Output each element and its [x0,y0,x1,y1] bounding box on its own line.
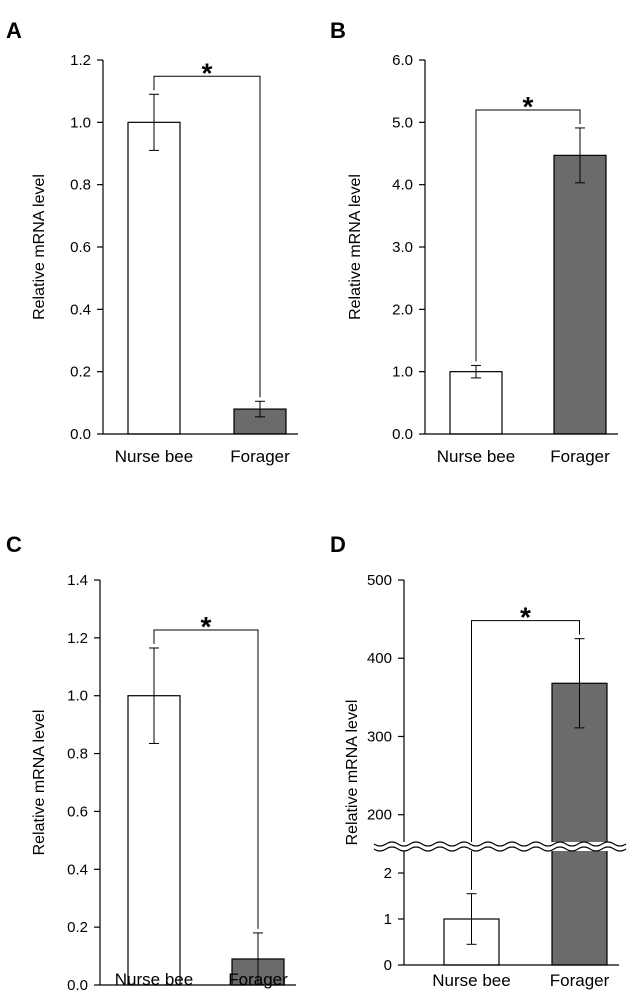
significance-bracket [471,620,580,890]
category-label: Forager [550,971,610,990]
y-tick-label: 200 [367,807,392,824]
significance-bracket [475,109,581,362]
category-label: Forager [550,447,610,466]
bar [551,682,608,966]
y-tick-label: 300 [367,728,392,745]
y-tick-label: 3.0 [392,239,413,256]
category-label: Nurse bee [432,971,510,990]
y-tick-label: 1.2 [67,630,88,647]
y-tick-label: 0 [384,957,392,974]
bar [127,121,181,435]
y-tick-label: 5.0 [392,114,413,131]
y-tick-label: 1.0 [392,364,413,381]
y-tick-label: 1.2 [70,52,91,69]
chart-panel-a: A 0.0 0.2 0.4 0.6 0.8 1.0 1.2 Relative mRNA leve… [6,18,298,466]
axis-break-gap [374,842,633,851]
y-tick-label: 1 [384,911,392,928]
y-tick-label: 1.4 [67,572,88,589]
significance-bracket [153,629,259,929]
chart-panel-c: C 0.0 0.2 0.4 0.6 0.8 1.0 1.2 1.4 Relative mRNA l… [6,532,296,990]
panel-label: A [6,18,22,43]
panel-label: B [330,18,346,43]
y-tick-label: 0.0 [67,977,88,990]
y-tick-label: 2 [384,865,392,882]
category-label: Nurse bee [115,447,193,466]
y-tick-label: 0.0 [70,426,91,443]
panel-label: C [6,532,22,557]
chart-panel-b: B 0.0 1.0 2.0 3.0 4.0 5.0 6.0 Relative mRNA leve… [330,18,618,466]
y-tick-label: 2.0 [392,301,413,318]
chart-panel-d: D 0 1 2 200 300 400 500 Relative mRNA level Nurse… [330,532,633,990]
significance-bracket [153,75,261,398]
category-label: Forager [230,447,290,466]
category-label: Nurse bee [115,970,193,989]
y-tick-label: 0.6 [70,239,91,256]
y-tick-label: 0.2 [70,364,91,381]
y-axis-label: Relative mRNA level [31,710,48,856]
y-tick-label: 6.0 [392,52,413,69]
y-tick-label: 1.0 [67,688,88,705]
y-tick-label: 0.8 [70,177,91,194]
y-tick-label: 1.0 [70,114,91,131]
y-tick-label: 0.8 [67,746,88,763]
bar [449,371,503,435]
y-tick-label: 0.0 [392,426,413,443]
y-tick-label: 0.6 [67,803,88,820]
y-tick-label: 0.2 [67,919,88,936]
significance-star: * [201,611,212,642]
axis-break-line [373,846,627,852]
bar [553,154,607,435]
category-label: Forager [228,970,288,989]
panel-label: D [330,532,346,557]
significance-star: * [202,57,213,88]
y-tick-label: 0.4 [67,861,88,878]
y-tick-label: 500 [367,572,392,589]
y-axis-label: Relative mRNA level [344,700,361,846]
significance-star: * [523,91,534,122]
y-tick-label: 400 [367,650,392,667]
significance-star: * [520,602,531,633]
axis-break-line [373,841,627,847]
y-axis-label: Relative mRNA level [31,174,48,320]
category-label: Nurse bee [437,447,515,466]
y-tick-label: 0.4 [70,301,91,318]
y-tick-label: 4.0 [392,177,413,194]
y-axis-label: Relative mRNA level [347,174,364,320]
